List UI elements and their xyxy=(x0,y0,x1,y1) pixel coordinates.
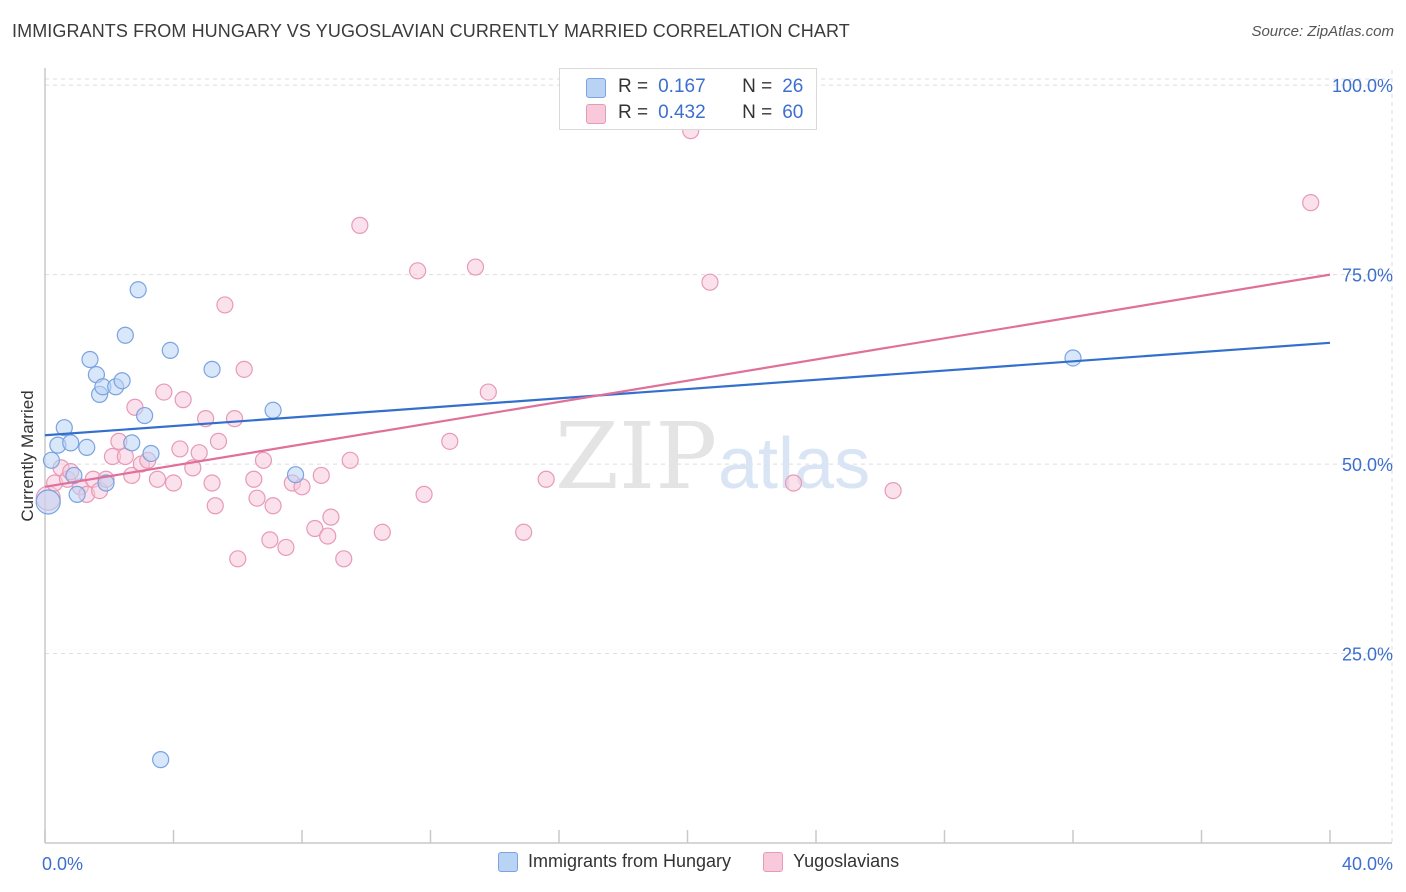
yugoslavian-point xyxy=(479,383,497,401)
yugoslavian-point xyxy=(322,508,340,526)
x-tick-label: 40.0% xyxy=(1342,854,1393,874)
yugoslavian-trend-line xyxy=(44,273,1331,488)
yugoslavian-point xyxy=(264,497,282,515)
hungary-trend-line xyxy=(44,341,1331,437)
yugoslavian-point xyxy=(254,451,273,469)
y-tick-label: 75.0% xyxy=(1342,266,1393,286)
yugoslavian-point xyxy=(351,216,369,234)
yugoslavian-point xyxy=(312,466,330,485)
r-label: R = xyxy=(618,102,649,123)
x-tick-label: 0.0% xyxy=(42,854,83,874)
r-value: 0.167 xyxy=(658,76,706,97)
trend-lines xyxy=(44,273,1331,488)
yugoslavian-point xyxy=(190,444,208,462)
yugoslavian-point xyxy=(248,489,266,507)
hungary-point xyxy=(203,360,221,378)
stats-row-hungary: R = 0.167 N = 26 xyxy=(618,74,803,100)
yugoslavian-point xyxy=(216,296,234,314)
n-label: N = xyxy=(742,102,773,123)
hungary-point xyxy=(35,489,61,515)
yugoslavian-point xyxy=(701,273,719,291)
yugoslavian-point xyxy=(164,474,183,492)
legend-item-yugoslavians[interactable]: Yugoslavians xyxy=(763,851,899,872)
hungary-point xyxy=(65,466,83,485)
legend-item-hungary[interactable]: Immigrants from Hungary xyxy=(498,851,731,872)
yugoslavian-point xyxy=(235,360,253,378)
legend-label-yugoslavians: Yugoslavians xyxy=(793,851,900,871)
hungary-point xyxy=(42,451,61,469)
hungary-point xyxy=(62,434,80,452)
hungary-point xyxy=(116,326,134,344)
r-value: 0.432 xyxy=(658,102,706,123)
tick-labels: 25.0% 50.0% 75.0% 100.0% 0.0% 40.0% xyxy=(42,76,1393,874)
yugoslavian-point xyxy=(335,550,353,568)
stats-legend-blue-swatch xyxy=(586,78,606,98)
yugoslavian-point xyxy=(277,538,295,557)
y-tick-label: 25.0% xyxy=(1342,645,1393,665)
hungary-point xyxy=(129,281,147,299)
yugoslavian-point xyxy=(225,410,244,428)
hungary-point xyxy=(97,474,115,492)
yugoslavian-point xyxy=(229,550,247,568)
hungary-point xyxy=(152,751,170,769)
hungary-point xyxy=(123,434,141,452)
yugoslavian-point xyxy=(415,485,433,503)
yugoslavian-point xyxy=(784,474,803,492)
watermark: ZIP atlas xyxy=(555,403,870,510)
hungary-point xyxy=(113,372,131,390)
hungary-point xyxy=(78,438,96,457)
yugoslavian-point xyxy=(206,497,224,515)
hungary-point xyxy=(286,466,305,484)
yugoslavian-point xyxy=(148,470,167,488)
y-axis-label: Currently Married xyxy=(18,390,37,521)
yugoslavian-point xyxy=(174,391,192,409)
legend-label-hungary: Immigrants from Hungary xyxy=(528,851,732,871)
watermark-atlas: atlas xyxy=(718,424,870,504)
yugoslavian-point xyxy=(171,440,189,458)
y-tick-label: 50.0% xyxy=(1342,455,1393,475)
stats-legend-pink-swatch xyxy=(586,104,606,124)
yugoslavian-point xyxy=(261,531,279,549)
y-tick-label: 100.0% xyxy=(1332,76,1393,96)
yugoslavian-point xyxy=(537,470,555,488)
yugoslavian-point xyxy=(306,519,324,538)
hungary-point xyxy=(264,401,282,419)
yugoslavian-point xyxy=(441,432,459,450)
chart-title: IMMIGRANTS FROM HUNGARY VS YUGOSLAVIAN C… xyxy=(12,21,850,41)
yugoslavian-point xyxy=(155,383,173,401)
watermark-zip: ZIP xyxy=(555,403,717,510)
hungary-point xyxy=(142,444,160,463)
hungary-point xyxy=(68,485,86,503)
yugoslavian-point xyxy=(319,527,337,545)
r-label: R = xyxy=(618,76,649,97)
stats-row-yugoslavians: R = 0.432 N = 60 xyxy=(618,100,803,126)
yugoslavian-point xyxy=(466,258,485,276)
n-value: 60 xyxy=(782,102,804,123)
stats-legend: R = 0.167 N = 26 R = 0.432 N = 60 xyxy=(559,68,817,130)
legend-swatch-blue xyxy=(498,851,518,872)
yugoslavian-point xyxy=(203,474,221,492)
hungary-point xyxy=(161,341,179,360)
yugoslavian-point xyxy=(884,482,902,500)
yugoslavian-point xyxy=(341,451,359,469)
n-label: N = xyxy=(742,76,773,97)
legend-swatch-pink xyxy=(763,851,784,872)
source-label: Source: ZipAtlas.com xyxy=(1251,23,1394,40)
yugoslavian-point xyxy=(373,523,391,541)
hungary-point xyxy=(55,419,73,437)
yugoslavian-point xyxy=(515,523,533,541)
yugoslavian-point xyxy=(409,262,427,280)
yugoslavian-point xyxy=(1302,194,1320,212)
series-legend: Immigrants from Hungary Yugoslavians xyxy=(498,851,931,872)
n-value: 26 xyxy=(782,76,804,97)
hungary-point xyxy=(1064,349,1082,367)
hungary-point xyxy=(81,350,99,369)
yugoslavian-point xyxy=(245,470,263,488)
hungary-point xyxy=(135,406,154,425)
hungary-points xyxy=(35,281,1082,769)
yugoslavian-point xyxy=(209,432,228,450)
